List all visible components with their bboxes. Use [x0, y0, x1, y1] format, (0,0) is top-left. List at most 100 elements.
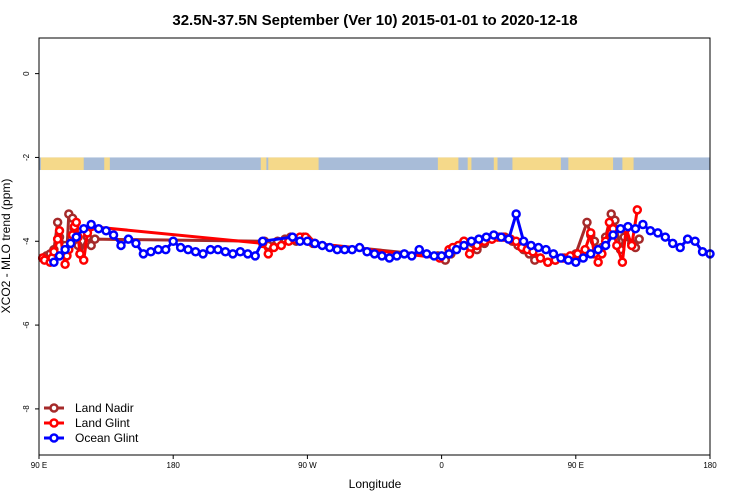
data-point-land-glint	[60, 259, 70, 270]
data-point-ocean-glint	[518, 236, 529, 247]
data-point-ocean-glint	[93, 223, 104, 234]
data-point-land-glint	[585, 228, 596, 238]
data-point-ocean-glint	[481, 232, 492, 242]
data-point-ocean-glint	[175, 242, 186, 253]
data-point-ocean-glint	[49, 257, 59, 267]
plot-frame	[38, 37, 711, 456]
data-point-ocean-glint	[653, 228, 663, 238]
data-point-ocean-glint	[675, 242, 685, 253]
data-point-ocean-glint	[190, 246, 201, 257]
data-point-ocean-glint	[511, 209, 521, 219]
data-point-ocean-glint	[615, 223, 626, 234]
data-point-ocean-glint	[436, 251, 447, 261]
data-point-ocean-glint	[638, 219, 648, 230]
data-point-ocean-glint	[399, 249, 410, 259]
data-point-ocean-glint	[503, 234, 514, 244]
data-point-ocean-glint	[354, 242, 365, 253]
data-point-ocean-glint	[101, 226, 111, 236]
x-tick-label: 0	[439, 461, 444, 470]
data-point-land-glint	[263, 249, 274, 259]
data-point-ocean-glint	[414, 244, 424, 255]
data-point-land-glint	[78, 255, 89, 265]
data-point-ocean-glint	[153, 244, 164, 255]
data-point-ocean-glint	[682, 234, 693, 244]
data-point-land-glint	[535, 253, 546, 263]
data-point-ocean-glint	[116, 240, 126, 251]
data-point-ocean-glint	[295, 236, 305, 247]
data-point-ocean-glint	[690, 236, 700, 247]
data-point-ocean-glint	[585, 249, 596, 259]
data-point-land-glint	[543, 257, 553, 267]
land-segment	[568, 157, 614, 171]
legend-item-ocean-glint: Ocean Glint	[44, 431, 139, 445]
land-segment	[622, 157, 634, 171]
legend-swatch-marker	[49, 403, 59, 413]
data-point-land-nadir	[90, 234, 100, 244]
data-point-ocean-glint	[421, 249, 432, 259]
data-point-land-glint	[617, 257, 628, 267]
data-point-land-glint	[593, 257, 603, 267]
legend-label: Land Nadir	[75, 401, 134, 415]
data-point-land-nadir	[582, 217, 592, 228]
data-point-land-glint	[52, 234, 63, 244]
data-point-land-nadir	[52, 217, 63, 228]
x-tick-label: 90 E	[568, 461, 584, 470]
data-point-ocean-glint	[71, 232, 82, 242]
x-tick-label: 90 W	[298, 461, 317, 470]
chart-title: 32.5N-37.5N September (Ver 10) 2015-01-0…	[172, 12, 577, 29]
data-point-ocean-glint	[407, 251, 417, 261]
data-point-ocean-glint	[65, 238, 76, 249]
data-point-ocean-glint	[697, 246, 708, 257]
data-point-land-glint	[632, 205, 643, 215]
data-point-ocean-glint	[660, 232, 671, 242]
data-point-ocean-glint	[250, 251, 260, 261]
data-point-land-glint	[626, 240, 637, 251]
data-point-ocean-glint	[377, 251, 387, 261]
data-point-ocean-glint	[339, 244, 350, 255]
x-tick-label: 180	[703, 461, 717, 470]
data-point-ocean-glint	[310, 238, 320, 249]
land-segment	[467, 157, 472, 171]
x-tick-label: 90 E	[31, 461, 47, 470]
data-point-ocean-glint	[198, 249, 208, 259]
data-point-ocean-glint	[556, 253, 566, 263]
y-axis-label: XCO2 - MLO trend (ppm)	[0, 179, 13, 314]
land-segment	[40, 157, 84, 171]
x-tick-label: 180	[167, 461, 181, 470]
legend-label: Land Glint	[75, 416, 130, 430]
data-point-ocean-glint	[362, 246, 372, 257]
data-point-ocean-glint	[325, 242, 335, 253]
data-point-ocean-glint	[600, 240, 611, 251]
legend-item-land-nadir: Land Nadir	[44, 401, 134, 415]
land-segment	[104, 157, 110, 171]
x-axis: 90 E 180 90 W 0 90 E 180	[31, 455, 717, 470]
land-segment	[493, 157, 498, 171]
land-segment	[260, 157, 267, 171]
y-tick-label: -4	[22, 237, 31, 245]
data-point-ocean-glint	[369, 249, 380, 259]
data-point-land-glint	[511, 236, 521, 247]
y-axis: 0 -2 -4 -6 -8	[22, 71, 39, 413]
y-tick-label: 0	[22, 71, 31, 76]
data-point-ocean-glint	[146, 246, 156, 257]
legend-label: Ocean Glint	[75, 431, 139, 445]
land-segment	[268, 157, 319, 171]
data-point-ocean-glint	[183, 244, 193, 255]
data-point-ocean-glint	[220, 246, 231, 257]
data-point-ocean-glint	[287, 232, 298, 242]
data-point-ocean-glint	[317, 240, 328, 251]
data-point-ocean-glint	[489, 230, 499, 240]
y-tick-label: -8	[22, 405, 31, 413]
y-tick-label: -2	[22, 153, 31, 161]
data-point-ocean-glint	[332, 244, 342, 255]
x-axis-label: Longitude	[349, 477, 402, 491]
land-ocean-band	[39, 157, 710, 171]
series-layer	[37, 205, 715, 270]
data-point-ocean-glint	[123, 234, 134, 244]
data-point-ocean-glint	[392, 251, 402, 261]
data-point-land-glint	[71, 217, 82, 228]
legend-item-land-glint: Land Glint	[44, 416, 130, 430]
data-point-ocean-glint	[131, 238, 141, 249]
data-point-ocean-glint	[563, 255, 574, 265]
